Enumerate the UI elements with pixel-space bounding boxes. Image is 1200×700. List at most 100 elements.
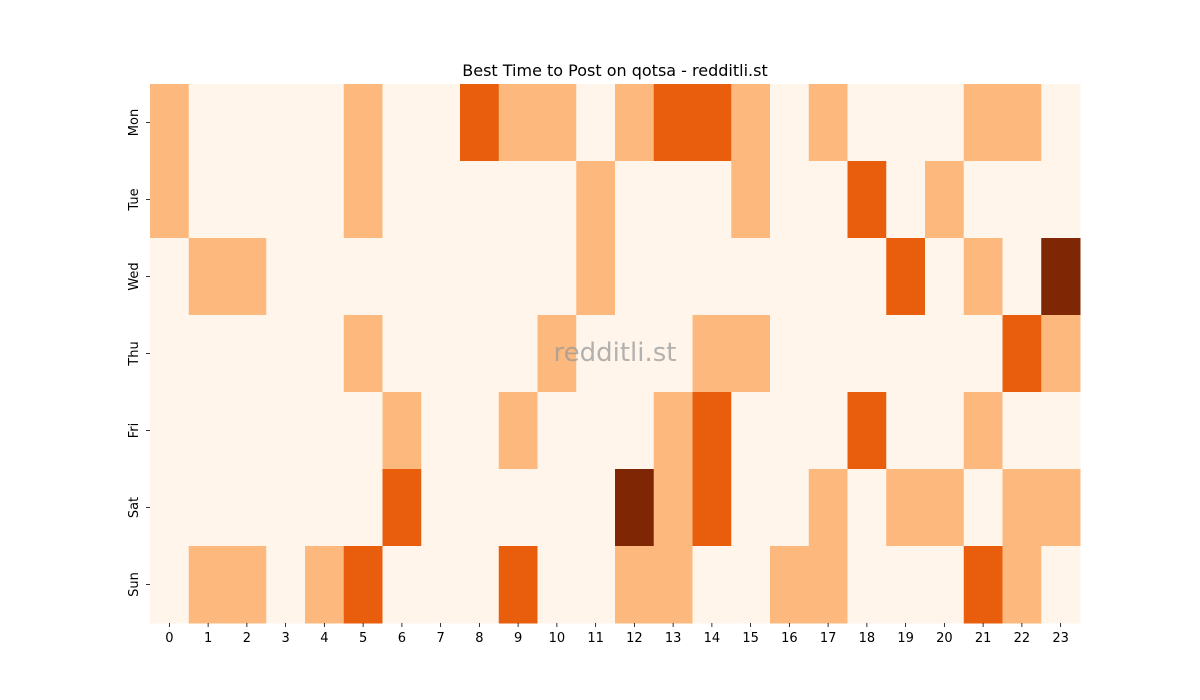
x-tick-label: 18 (859, 631, 876, 646)
heatmap-cell-sat-16 (770, 469, 810, 547)
x-tick-label: 10 (549, 631, 566, 646)
heatmap-cell-sun-11 (576, 546, 616, 624)
x-tick-label: 21 (975, 631, 992, 646)
heatmap-cell-mon-0 (150, 84, 190, 162)
heatmap-cell-tue-2 (227, 161, 267, 239)
x-tick-label: 0 (165, 631, 173, 646)
heatmap-cell-fri-10 (537, 392, 577, 470)
heatmap-cell-sun-18 (847, 546, 887, 624)
heatmap-cell-tue-11 (576, 161, 616, 239)
heatmap-cell-fri-3 (266, 392, 306, 470)
heatmap-cell-thu-10 (537, 315, 577, 393)
heatmap-cell-mon-15 (731, 84, 771, 162)
heatmap-cell-tue-17 (808, 161, 848, 239)
heatmap-cell-sun-14 (692, 546, 732, 624)
heatmap-cell-sat-9 (498, 469, 538, 547)
heatmap-cell-thu-9 (498, 315, 538, 393)
heatmap-cell-tue-7 (421, 161, 461, 239)
heatmap-cell-sat-0 (150, 469, 190, 547)
heatmap-cell-sun-21 (963, 546, 1003, 624)
heatmap-cell-mon-1 (188, 84, 228, 162)
heatmap-cell-sat-7 (421, 469, 461, 547)
heatmap-cell-sat-6 (382, 469, 422, 547)
heatmap-cell-wed-9 (498, 238, 538, 316)
heatmap-cell-fri-19 (886, 392, 926, 470)
heatmap-cell-fri-21 (963, 392, 1003, 470)
x-tick-label: 7 (436, 631, 444, 646)
heatmap-cell-sun-15 (731, 546, 771, 624)
heatmap-cell-mon-18 (847, 84, 887, 162)
x-tick-label: 22 (1014, 631, 1031, 646)
x-tick-label: 2 (243, 631, 251, 646)
heatmap-cell-mon-17 (808, 84, 848, 162)
heatmap-cell-sun-1 (188, 546, 228, 624)
heatmap-cell-sun-19 (886, 546, 926, 624)
heatmap-cell-mon-5 (343, 84, 383, 162)
heatmap-cell-sat-22 (1002, 469, 1042, 547)
heatmap-cell-tue-23 (1041, 161, 1081, 239)
heatmap-cell-fri-16 (770, 392, 810, 470)
x-tick-label: 20 (936, 631, 953, 646)
y-tick-label: Wed (127, 262, 142, 290)
heatmap-cell-tue-18 (847, 161, 887, 239)
heatmap-cell-wed-5 (343, 238, 383, 316)
heatmap-cell-thu-7 (421, 315, 461, 393)
x-tick-label: 8 (475, 631, 483, 646)
heatmap-cell-thu-11 (576, 315, 616, 393)
heatmap-cell-sun-22 (1002, 546, 1042, 624)
heatmap-cell-fri-6 (382, 392, 422, 470)
heatmap-cell-fri-8 (460, 392, 500, 470)
heatmap-cell-mon-20 (925, 84, 965, 162)
heatmap-cell-fri-18 (847, 392, 887, 470)
heatmap-cell-tue-12 (615, 161, 655, 239)
heatmap-cell-wed-17 (808, 238, 848, 316)
heatmap-cell-thu-22 (1002, 315, 1042, 393)
heatmap-cell-sat-12 (615, 469, 655, 547)
heatmap-cell-sat-2 (227, 469, 267, 547)
heatmap-cell-mon-13 (653, 84, 693, 162)
heatmap-cell-fri-7 (421, 392, 461, 470)
heatmap-cell-sat-19 (886, 469, 926, 547)
heatmap-cell-sat-10 (537, 469, 577, 547)
x-axis: 0 1 2 3 4 5 6 7 8 9 10 11 12 13 14 15 16 17 18 19 20 21 22 23 (165, 623, 1069, 646)
heatmap-cell-wed-21 (963, 238, 1003, 316)
x-tick-label: 13 (665, 631, 682, 646)
y-tick-label: Mon (127, 109, 142, 136)
heatmap-cell-sat-4 (305, 469, 345, 547)
heatmap-cell-mon-6 (382, 84, 422, 162)
heatmap-cell-sun-9 (498, 546, 538, 624)
heatmap-cell-mon-11 (576, 84, 616, 162)
heatmap-cell-wed-1 (188, 238, 228, 316)
chart-title: Best Time to Post on qotsa - redditli.st (462, 61, 767, 80)
x-tick-label: 3 (281, 631, 289, 646)
heatmap-cell-sat-13 (653, 469, 693, 547)
heatmap-cell-sat-23 (1041, 469, 1081, 547)
x-tick-label: 17 (820, 631, 837, 646)
heatmap-cell-sun-6 (382, 546, 422, 624)
heatmap-cell-mon-9 (498, 84, 538, 162)
heatmap-cell-tue-21 (963, 161, 1003, 239)
heatmap-cell-sat-21 (963, 469, 1003, 547)
heatmap-cell-tue-0 (150, 161, 190, 239)
heatmap-cell-fri-0 (150, 392, 190, 470)
heatmap-cell-sat-5 (343, 469, 383, 547)
heatmap-cell-sat-14 (692, 469, 732, 547)
heatmap-cell-sun-16 (770, 546, 810, 624)
heatmap-cell-mon-3 (266, 84, 306, 162)
heatmap-cell-thu-23 (1041, 315, 1081, 393)
heatmap-cell-mon-7 (421, 84, 461, 162)
heatmap-cell-sun-8 (460, 546, 500, 624)
heatmap-cell-sun-3 (266, 546, 306, 624)
watermark: redditli.st (554, 338, 677, 368)
x-tick-label: 14 (704, 631, 721, 646)
heatmap-cell-wed-14 (692, 238, 732, 316)
heatmap-cell-sun-7 (421, 546, 461, 624)
x-tick-label: 16 (781, 631, 798, 646)
heatmap-cell-wed-16 (770, 238, 810, 316)
heatmap-cell-sun-5 (343, 546, 383, 624)
x-tick-label: 9 (514, 631, 522, 646)
heatmap-cell-fri-17 (808, 392, 848, 470)
x-tick-label: 23 (1052, 631, 1069, 646)
x-tick-label: 6 (398, 631, 406, 646)
